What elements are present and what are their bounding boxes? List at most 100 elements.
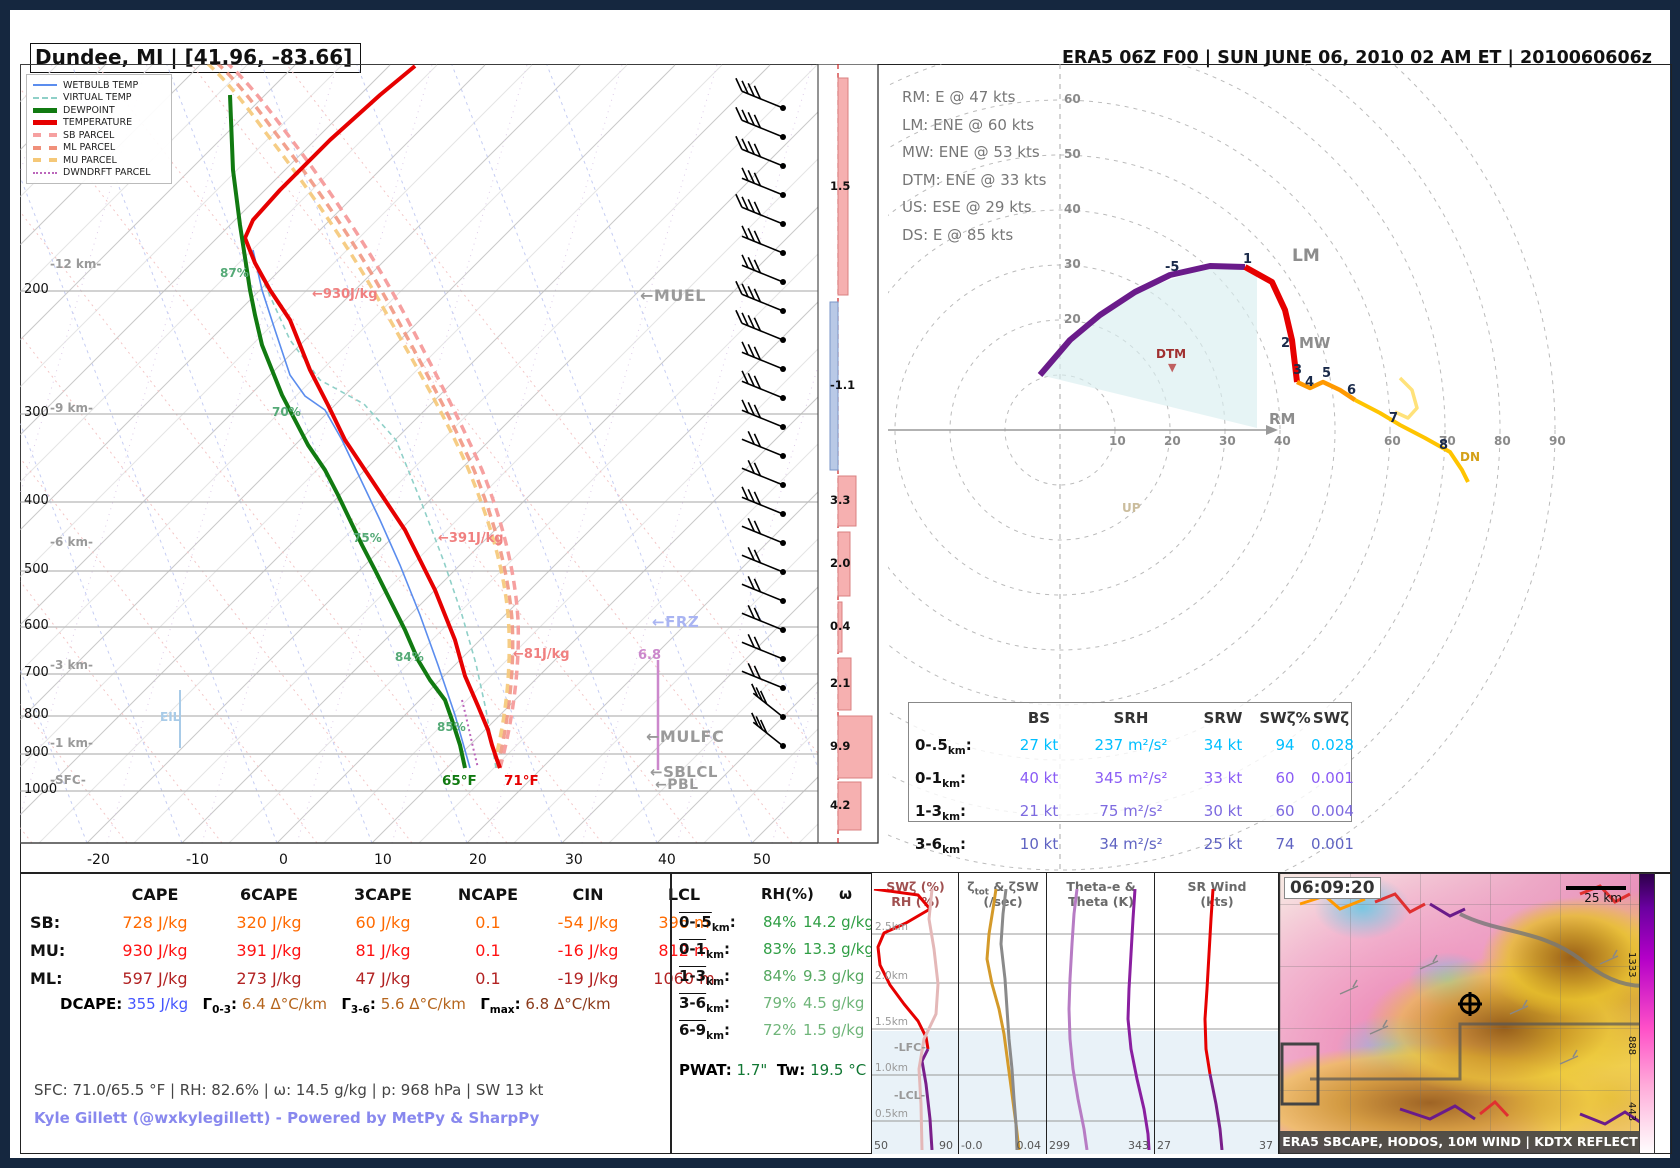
legend-label: DEWPOINT: [63, 104, 115, 116]
srh-cell: 30 kt: [1203, 802, 1243, 820]
storm-motion-line: LM: ENE @ 60 kts: [902, 115, 1035, 134]
srh-cell: 345 m²/s²: [1094, 769, 1168, 787]
legend-item: SB PARCEL: [33, 129, 165, 142]
hodo-trace-0-1km: [1037, 263, 1246, 377]
run-datetime-title: ERA5 06Z F00 | SUN JUNE 06, 2010 02 AM E…: [1061, 48, 1652, 68]
storm-motion-line: MW: ENE @ 53 kts: [902, 143, 1040, 161]
hodo-trace-1-3km: [1243, 264, 1300, 383]
mini-panel-curves: [872, 889, 958, 1150]
hodo-height-label: 8: [1439, 438, 1449, 453]
mini-axis-right: 90: [939, 1139, 953, 1152]
pressure-tick-label: 1000: [24, 782, 58, 797]
pressure-tick-label: 700: [24, 665, 49, 680]
srh-row-label: 0-1km:: [915, 769, 967, 790]
storm-motion-line: RM: E @ 47 kts: [902, 88, 1016, 106]
mini-axis-left: 27: [1157, 1139, 1171, 1152]
omega-bar-label: -1.1: [830, 378, 856, 392]
rh-profile-label: 70%: [272, 405, 301, 419]
pressure-tick-label: 300: [24, 405, 49, 420]
legend-swatch: [33, 107, 57, 113]
colorbar-tick-label: 443: [1626, 1102, 1637, 1122]
hodo-ring-label: 30: [1064, 257, 1081, 271]
cape-cell: 930 J/kg: [122, 941, 188, 960]
map-overlays: [1280, 884, 1654, 1126]
srh-cell: 27 kt: [1019, 736, 1059, 754]
omega-col-header: ω: [839, 885, 853, 903]
legend-label: ML PARCEL: [63, 142, 116, 154]
map-hodo-purple3: [1579, 1110, 1641, 1126]
temp-tick-label: -10: [186, 852, 209, 868]
storm-motion-line: DS: E @ 85 kts: [902, 225, 1014, 244]
hodo-height-label: 1: [1243, 252, 1253, 267]
cape-annotation: ←930J/kg: [312, 287, 378, 302]
srh-cell: 94: [1275, 736, 1295, 754]
temp-tick-label: 30: [565, 852, 583, 868]
temp-tick-label: 0: [279, 852, 288, 868]
skewt-panel: [20, 64, 888, 864]
srh-cell: 0.001: [1311, 835, 1354, 853]
pwat-value: 1.7": [736, 1061, 768, 1079]
height-agl-label: -3 km-: [50, 658, 93, 672]
mini-axis-left: 299: [1049, 1139, 1070, 1152]
level-marker-sblcl: ←SBLCL: [650, 763, 718, 781]
temp-tick-label: 10: [374, 852, 392, 868]
level-marker-frz: ←FRZ: [652, 613, 700, 631]
cape-cell: -54 J/kg: [557, 913, 619, 932]
hodo-ring-label: 60: [1384, 434, 1401, 448]
storm-motion-line: US: ESE @ 29 kts: [902, 198, 1032, 216]
height-agl-label: -9 km-: [50, 401, 93, 415]
level-marker-pbl: ←PBL: [655, 777, 699, 793]
legend-item: ML PARCEL: [33, 142, 165, 155]
cape-cell: 728 J/kg: [122, 913, 188, 932]
hodo-marker-dtm: DTM: [1156, 347, 1187, 361]
pressure-tick-label: 500: [24, 562, 49, 577]
legend-label: SB PARCEL: [63, 129, 115, 141]
tw-label: Tw:: [776, 1061, 806, 1079]
pwat-row: PWAT: 1.7" Tw: 19.5 °C: [679, 1061, 866, 1079]
omega-bar-label: 9.9: [830, 739, 851, 753]
moisture-rh-value: 84%: [763, 913, 797, 931]
mu-parcel-curve: [206, 64, 511, 753]
mini-panel-2: ζtot & ζSW (/sec) -0.0 0.04: [959, 873, 1047, 1154]
cape-cell: 1060 m: [653, 969, 715, 988]
hodograph-plot: [888, 64, 1556, 882]
legend-item: WETBULB TEMP: [33, 79, 165, 92]
hodo-marker-mw: MW: [1299, 334, 1331, 352]
effective-layer-band: [959, 1031, 1046, 1154]
tw-value: 19.5 °C: [810, 1061, 867, 1079]
map-hodo-red3: [1479, 1099, 1510, 1118]
moisture-omega-value: 4.5 g/kg: [803, 994, 865, 1012]
cape-cell: 81 J/kg: [355, 941, 411, 960]
legend-swatch: [33, 158, 57, 163]
crosshair-icon: [1458, 992, 1482, 1016]
lapse-label: Γ0-3:: [202, 995, 238, 1016]
hodograph-panel: RM: E @ 47 kts LM: ENE @ 60 kts MW: ENE @ …: [888, 64, 1672, 882]
cape-annotation: ←391J/kg: [438, 531, 504, 546]
legend-label: DWNDRFT PARCEL: [63, 167, 151, 179]
omega-bar-label: 4.2: [830, 798, 851, 812]
legend-label: TEMPERATURE: [63, 117, 133, 129]
hodo-ring-label: 50: [1064, 147, 1081, 161]
srh-fill: [1040, 266, 1257, 428]
cape-header: 6CAPE: [240, 885, 298, 904]
surface-dewpoint-label: 65°F: [442, 773, 477, 789]
srh-cell: 34 m²/s²: [1099, 835, 1163, 853]
srh-cell: 0.001: [1311, 769, 1354, 787]
cape-row-label: MU:: [30, 941, 66, 960]
moisture-omega-value: 1.5 g/kg: [803, 1021, 865, 1039]
hodo-ring-label: 40: [1064, 202, 1081, 216]
hodo-marker-lm: LM: [1292, 246, 1320, 266]
hodo-height-label: 6: [1347, 383, 1357, 398]
srh-cell: 60: [1275, 802, 1295, 820]
radar-map: 06:09:20 25 km 1333 888 443 ERA5 SBCAPE, H…: [1279, 873, 1655, 1154]
storm-motion-line: DTM: ENE @ 33 kts: [902, 170, 1047, 189]
hodo-ring-label: 60: [1064, 92, 1081, 106]
hodo-marker-▼: ▼: [1168, 361, 1177, 374]
mini-height-label: 2.0km: [875, 970, 909, 982]
hodo-trace-9-12km: [1394, 376, 1419, 420]
effective-layer-band: [1155, 1031, 1278, 1154]
cape-header: CAPE: [131, 885, 179, 904]
hodo-marker-rm: RM: [1269, 410, 1296, 428]
map-range-box: [1280, 1042, 1320, 1106]
